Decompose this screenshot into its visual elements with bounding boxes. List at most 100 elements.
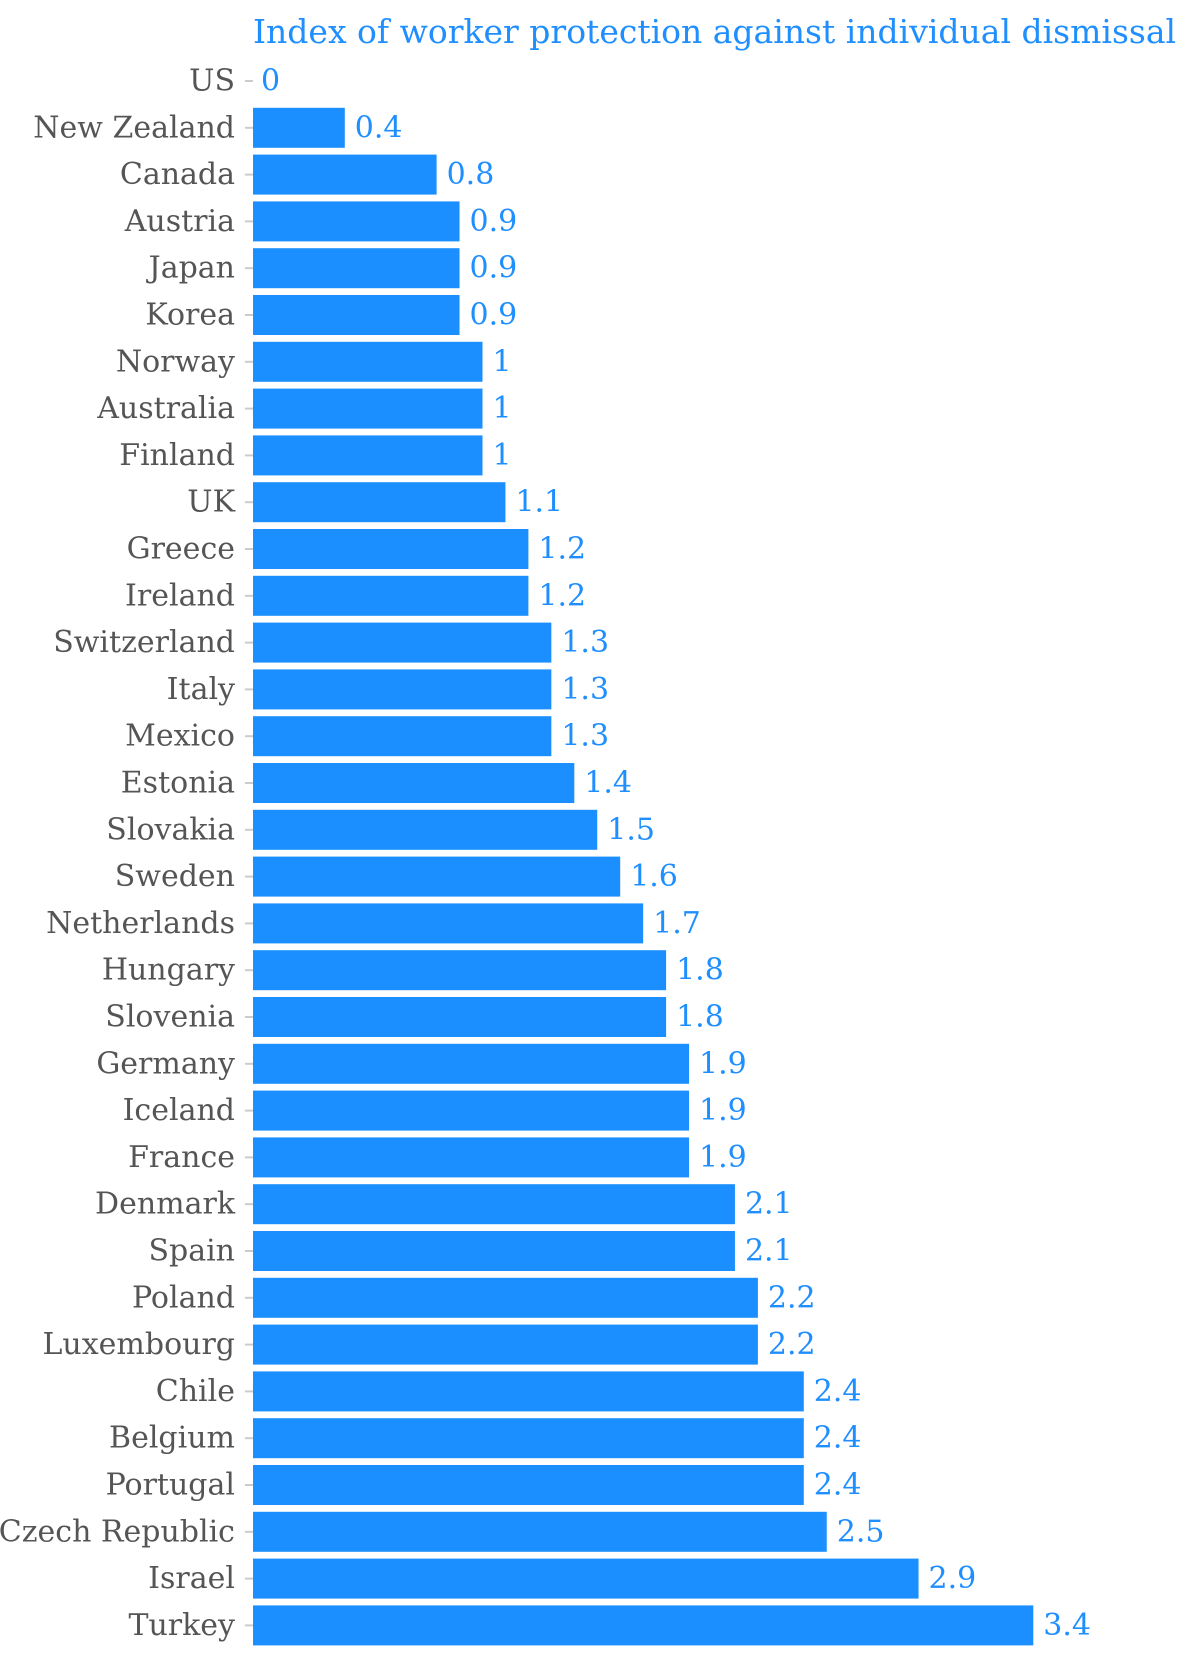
- category-label: Greece: [127, 532, 235, 567]
- value-label: 2.1: [745, 1187, 793, 1222]
- bar: [253, 154, 437, 195]
- bar: [253, 1184, 735, 1225]
- value-label: 0.9: [470, 298, 518, 333]
- category-label: Norway: [116, 344, 235, 379]
- bar: [253, 1418, 804, 1459]
- value-label: 1.5: [607, 812, 655, 847]
- value-label: 1.8: [676, 1000, 724, 1035]
- value-label: 1.9: [699, 1140, 747, 1175]
- value-label: 1.6: [630, 859, 678, 894]
- category-label: Estonia: [121, 766, 235, 801]
- value-label: 1: [493, 344, 512, 379]
- bar: [253, 248, 460, 289]
- value-label: 1.2: [538, 578, 586, 613]
- category-label: Mexico: [125, 719, 235, 754]
- value-label: 0.9: [470, 251, 518, 286]
- bar: [253, 669, 552, 710]
- bar: [253, 622, 552, 663]
- category-label: Slovakia: [106, 812, 235, 847]
- value-label: 2.1: [745, 1234, 793, 1269]
- category-label: Israel: [148, 1561, 235, 1596]
- category-label: New Zealand: [33, 110, 235, 145]
- value-label: 2.4: [814, 1421, 862, 1456]
- value-label: 2.5: [837, 1514, 885, 1549]
- category-label: Belgium: [109, 1421, 235, 1456]
- value-label: 1.2: [538, 532, 586, 567]
- category-label: Ireland: [125, 578, 235, 613]
- category-label: France: [128, 1140, 235, 1175]
- value-label: 1: [493, 391, 512, 426]
- category-label: Germany: [96, 1046, 235, 1081]
- bar: [253, 1277, 758, 1318]
- category-label: Denmark: [95, 1187, 236, 1222]
- category-label: Spain: [148, 1234, 235, 1269]
- category-label: Switzerland: [53, 625, 235, 660]
- bar: [253, 1465, 804, 1505]
- category-label: Austria: [124, 204, 235, 239]
- category-label: Iceland: [123, 1093, 235, 1128]
- bar: [253, 295, 460, 335]
- value-label: 2.4: [814, 1374, 862, 1409]
- category-label: US: [189, 64, 235, 99]
- bar: [253, 809, 598, 850]
- bar: [253, 1137, 690, 1178]
- value-label: 1.9: [699, 1093, 747, 1128]
- bar: [253, 1558, 919, 1599]
- category-label: Korea: [145, 298, 235, 333]
- category-label: Chile: [156, 1374, 235, 1409]
- bar: [253, 716, 552, 757]
- value-label: 2.9: [929, 1561, 977, 1596]
- bar: [253, 950, 667, 991]
- bar: [253, 1324, 758, 1365]
- bar: [253, 856, 621, 897]
- value-label: 1: [493, 438, 512, 473]
- category-label: Canada: [120, 157, 235, 192]
- value-label: 1.9: [699, 1046, 747, 1081]
- value-label: 0: [261, 64, 280, 99]
- value-label: 1.7: [653, 906, 701, 941]
- category-label: Poland: [132, 1280, 235, 1315]
- value-label: 1.4: [584, 766, 632, 801]
- category-label: Portugal: [106, 1468, 235, 1503]
- bar: [253, 1511, 827, 1552]
- category-label: Japan: [146, 251, 235, 286]
- category-label: Finland: [119, 438, 235, 473]
- category-label: Luxembourg: [43, 1327, 236, 1362]
- value-label: 3.4: [1043, 1608, 1091, 1643]
- category-label: UK: [187, 485, 235, 520]
- category-label: Sweden: [115, 859, 235, 894]
- bar: [253, 763, 575, 803]
- value-label: 0.4: [355, 110, 403, 145]
- value-label: 0.9: [470, 204, 518, 239]
- category-label: Italy: [167, 672, 235, 707]
- chart-title: Index of worker protection against indiv…: [253, 12, 1177, 51]
- bar: [253, 1605, 1034, 1646]
- category-label: Czech Republic: [0, 1514, 235, 1549]
- bar: [253, 107, 345, 148]
- value-label: 1.8: [676, 953, 724, 988]
- bar: [253, 341, 483, 382]
- category-label: Hungary: [102, 953, 235, 988]
- value-label: 1.1: [515, 485, 563, 520]
- bar: [253, 997, 667, 1037]
- value-label: 1.3: [561, 672, 609, 707]
- bar: [253, 201, 460, 242]
- category-label: Netherlands: [46, 906, 235, 941]
- bar: [253, 435, 483, 476]
- bar: [253, 529, 529, 569]
- value-label: 2.2: [768, 1327, 816, 1362]
- bar: [253, 1371, 804, 1412]
- value-label: 2.2: [768, 1280, 816, 1315]
- value-label: 1.3: [561, 719, 609, 754]
- category-label: Turkey: [128, 1608, 235, 1643]
- bar: [253, 1090, 690, 1131]
- bar: [253, 482, 506, 523]
- bar: [253, 388, 483, 429]
- bar: [253, 1231, 735, 1271]
- category-label: Slovenia: [105, 1000, 235, 1035]
- bar: [253, 575, 529, 616]
- category-label: Australia: [96, 391, 235, 426]
- bar: [253, 1043, 690, 1084]
